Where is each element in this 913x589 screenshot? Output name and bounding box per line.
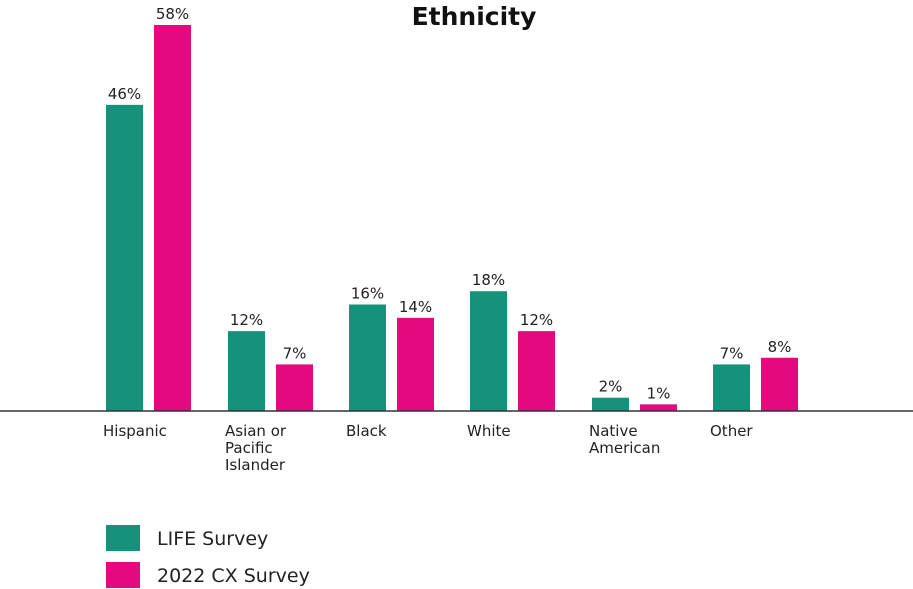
value-label-life-5: 7% — [720, 344, 744, 362]
bar-cx-2 — [397, 317, 434, 411]
value-labels-group: 46% 12% 16% 18% 2% 7% 58% 7% 14% 12% 1% 8% — [108, 5, 792, 402]
value-label-cx-5: 8% — [768, 338, 792, 356]
bar-life-2 — [349, 304, 386, 411]
value-label-life-4: 2% — [599, 378, 623, 396]
legend-swatch-cx — [106, 562, 140, 588]
legend: LIFE Survey 2022 CX Survey — [106, 525, 310, 588]
bar-life-0 — [106, 104, 143, 412]
value-label-life-0: 46% — [108, 85, 141, 103]
bar-life-3 — [470, 291, 507, 411]
bar-cx-0 — [154, 25, 191, 411]
bar-life-4 — [592, 397, 629, 411]
category-label-0: Hispanic — [103, 422, 167, 440]
value-label-life-1: 12% — [230, 311, 263, 329]
category-label-1: Asian or Pacific Islander — [225, 422, 287, 474]
category-label-4: Native American — [589, 422, 660, 457]
legend-swatch-life — [106, 525, 140, 551]
legend-label-life: LIFE Survey — [157, 528, 268, 550]
category-label-2: Black — [346, 422, 387, 440]
bar-cx-1 — [276, 364, 313, 411]
bar-cx-3 — [518, 331, 555, 411]
bar-cx-4 — [640, 404, 677, 411]
chart-title: Ethnicity — [412, 2, 537, 31]
value-label-life-3: 18% — [472, 271, 505, 289]
value-label-cx-4: 1% — [647, 384, 671, 402]
value-label-cx-0: 58% — [156, 5, 189, 23]
bar-life-1 — [228, 331, 265, 411]
value-label-cx-1: 7% — [283, 344, 307, 362]
category-label-3: White — [467, 422, 511, 440]
bar-cx-5 — [761, 357, 798, 411]
bars-group — [106, 25, 798, 412]
category-labels-group: Hispanic Asian or Pacific Islander Black Whit… — [103, 422, 753, 474]
legend-label-cx: 2022 CX Survey — [157, 565, 310, 587]
value-label-cx-2: 14% — [399, 298, 432, 316]
value-label-life-2: 16% — [351, 285, 384, 303]
bar-life-5 — [713, 364, 750, 411]
value-label-cx-3: 12% — [520, 311, 553, 329]
category-label-5: Other — [710, 422, 753, 440]
